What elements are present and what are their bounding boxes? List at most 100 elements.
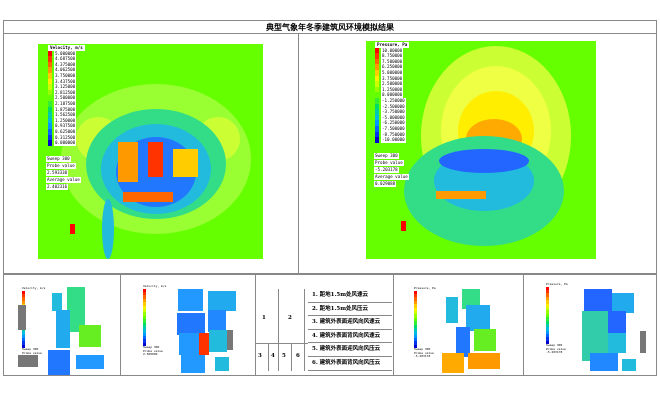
legend-swatch [48,95,52,101]
legend-swatch [48,61,52,68]
legend-swatch [375,97,379,104]
legend-entry: 2.812500 [48,89,85,96]
legend-entry: 6.250000 [375,64,409,70]
legend-value: 4.375000 [54,61,77,68]
key-cell-2: 2 [288,315,292,321]
legend-value: 1.250000 [381,86,404,93]
key-cell-1: 1 [262,315,266,321]
legend-value: 3.750000 [54,72,77,79]
key-cell-6: 6 [296,353,300,359]
cell-facade-velocity-leeward: Velocity, m/s Sweep 300 Probe value 2.50000… [121,275,256,375]
mini-swatch [546,340,549,345]
facade-render [177,289,236,373]
mini-swatch [546,306,549,311]
legend-entry: -3.750000 [375,109,409,115]
key-cell-5: 5 [282,353,286,359]
key-item: 2. 距地1.5m处风压云 [308,303,392,317]
results-table: 典型气象年冬季建筑风环境模拟结果 Velocity, m/s 5.000000 4… [3,20,657,274]
mini-swatch [22,338,25,342]
mini-swatch [546,303,549,307]
mini-swatch [22,331,25,335]
mini-probe-label: Probe value [22,350,42,355]
mini-sweep: Sweep 300 [546,343,563,348]
legend-value: 3.125000 [54,84,77,90]
mini-probe-label: Probe value [143,348,163,353]
key-item: 4. 建筑外表面背风向风速云 [308,330,392,344]
mini-probe-value: -5.203178 [414,354,431,359]
legend-value: 7.500000 [381,58,404,65]
legend-swatch [48,100,52,107]
mini-swatch [143,319,146,323]
mini-swatch [143,312,146,316]
mini-swatch [22,290,25,294]
mini-swatch [143,288,146,292]
mini-legend-title: Pressure, Pa [546,282,568,286]
mini-swatch [143,302,146,306]
cell-facade-pressure-windward: Pressure, Pa Sweep 300 Probe value -5.20317… [394,275,524,375]
legend-entry: 0.937500 [48,123,85,129]
probe-label: Probe value [374,160,404,166]
legend-swatch [375,47,379,54]
pressure-legend-title: Pressure, Pa [375,42,410,48]
legend-value: 2.812500 [54,89,77,96]
legend-entry: 2.187500 [48,100,85,107]
mini-swatch [414,307,417,311]
mini-swatch [546,327,549,331]
legend-entry: 4.687500 [48,56,85,62]
legend-entry: 5.000000 [48,50,85,57]
legend-swatch [375,109,379,115]
mini-swatch [414,338,417,342]
legend-swatch [375,120,379,126]
legend-entry: 2.500000 [48,95,85,101]
legend-swatch [375,125,379,132]
mini-probe-label: Probe value [414,350,434,355]
mini-swatch [22,344,25,349]
mini-swatch [546,286,549,290]
mini-swatch [414,304,417,308]
key-item: 5. 建筑外表面迎风向风压云 [308,343,392,357]
mini-swatch [143,298,146,303]
legend-value: -2.500000 [381,103,406,110]
mini-swatch [22,297,25,301]
legend-swatch [48,56,52,62]
velocity-legend-title: Velocity, m/s [48,45,85,51]
legend-value: 0.312500 [54,134,77,141]
mini-swatch [414,327,417,332]
pressure-probe-info: Sweep 300 Probe value -5.203178 Average … [374,153,409,188]
legend-value: -1.250000 [381,97,406,104]
legend-entry: 3.437500 [48,78,85,85]
legend-swatch [375,58,379,65]
legend-value: 2.187500 [54,100,77,107]
legend-value: 0.000000 [54,140,77,146]
legend-swatch [48,67,52,73]
legend-swatch [375,114,379,121]
legend-entry: -5.000000 [375,114,409,121]
key-item: 1. 距地1.5m处风速云 [308,289,392,303]
pressure-legend: Pressure, Pa 10.00000 8.750000 7.500000 6.2… [375,42,410,143]
mini-legend-title: Velocity, m/s [143,284,167,288]
probe-value: -5.203178 [374,167,399,173]
legend-entry: 3.750000 [48,72,85,79]
facade-render [18,287,104,375]
legend-value: 3.437500 [54,78,77,85]
legend-entry: 5.000000 [375,69,409,76]
mini-swatch [414,341,417,345]
legend-swatch [48,106,52,113]
legend-value: 5.000000 [381,69,404,76]
mini-swatch [414,331,417,335]
mini-swatch [546,323,549,328]
mini-swatch [414,344,417,349]
legend-swatch [48,89,52,96]
mini-swatch [546,296,549,301]
average-value: 2.402316 [46,184,69,190]
mini-swatch [143,342,146,347]
mini-swatch [143,308,146,313]
legend-swatch [375,103,379,110]
legend-entry: 2.500000 [375,81,409,87]
legend-entry: -6.250000 [375,120,409,126]
legend-entry: 1.250000 [375,86,409,93]
legend-entry: 1.875000 [48,106,85,113]
legend-swatch [375,137,379,143]
legend-swatch [375,131,379,138]
